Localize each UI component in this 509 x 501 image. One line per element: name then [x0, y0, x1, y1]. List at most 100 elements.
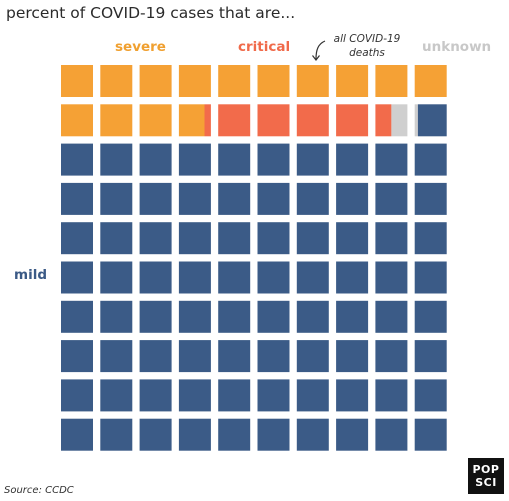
waffle-square-mild [336, 300, 369, 333]
waffle-square-mild [218, 222, 251, 255]
waffle-square-critical [375, 104, 392, 137]
waffle-square-mild [336, 143, 369, 176]
waffle-square-mild [139, 143, 172, 176]
legend-label-severe: severe [115, 39, 166, 55]
waffle-square-mild [296, 261, 329, 294]
waffle-square-mild [139, 222, 172, 255]
waffle-square-mild [61, 379, 93, 412]
waffle-square-mild [61, 143, 93, 176]
waffle-square-mild [178, 261, 211, 294]
waffle-square-severe [100, 65, 133, 97]
waffle-square-mild [100, 340, 133, 373]
waffle-square-mild [218, 261, 251, 294]
waffle-square-severe [139, 65, 172, 97]
waffle-square-unknown [414, 104, 418, 137]
waffle-square-mild [257, 143, 290, 176]
waffle-square-mild [336, 340, 369, 373]
waffle-square-mild [139, 182, 172, 215]
waffle-square-mild [414, 261, 447, 294]
logo-line2: SCI [475, 476, 497, 489]
waffle-square-mild [414, 222, 447, 255]
legend-label-unknown: unknown [422, 39, 492, 55]
waffle-square-mild [61, 182, 93, 215]
waffle-square-mild [257, 182, 290, 215]
waffle-square-mild [139, 300, 172, 333]
waffle-square-mild [336, 222, 369, 255]
waffle-square-mild [100, 143, 133, 176]
waffle-square-mild [61, 418, 93, 451]
waffle-square-mild [139, 261, 172, 294]
waffle-square-severe [61, 65, 93, 97]
deaths-annotation-line2: deaths [349, 47, 385, 59]
waffle-square-mild [61, 222, 93, 255]
waffle-square-severe [61, 104, 93, 137]
waffle-square-mild [257, 379, 290, 412]
waffle-square-mild [296, 182, 329, 215]
waffle-square-mild [178, 300, 211, 333]
waffle-square-mild [257, 418, 290, 451]
waffle-square-mild [257, 300, 290, 333]
waffle-square-mild [375, 340, 408, 373]
waffle-square-mild [178, 143, 211, 176]
waffle-square-mild [375, 182, 408, 215]
waffle-square-mild [61, 261, 93, 294]
waffle-square-severe [336, 65, 369, 97]
waffle-square-mild [100, 182, 133, 215]
waffle-square-severe [139, 104, 172, 137]
waffle-square-severe [100, 104, 133, 137]
waffle-square-mild [414, 418, 447, 451]
waffle-square-critical [296, 104, 329, 137]
waffle-square-mild [100, 261, 133, 294]
waffle-square-critical [336, 104, 369, 137]
waffle-square-mild [178, 182, 211, 215]
waffle-square-unknown [391, 104, 408, 137]
waffle-square-mild [139, 418, 172, 451]
waffle-square-mild [100, 418, 133, 451]
waffle-square-mild [296, 418, 329, 451]
waffle-square-mild [257, 340, 290, 373]
waffle-square-mild [100, 379, 133, 412]
chart-title: percent of COVID-19 cases that are... [6, 4, 296, 22]
waffle-square-severe [178, 65, 211, 97]
waffle-square-mild [375, 300, 408, 333]
deaths-annotation-line1: all COVID-19 [333, 33, 401, 45]
waffle-square-mild [178, 379, 211, 412]
waffle-square-mild [336, 261, 369, 294]
waffle-square-mild [139, 379, 172, 412]
deaths-annotation: all COVID-19 deaths [327, 32, 407, 60]
waffle-square-mild [218, 379, 251, 412]
waffle-square-mild [336, 379, 369, 412]
waffle-square-mild [61, 300, 93, 333]
legend-label-mild: mild [14, 267, 47, 283]
waffle-square-mild [139, 340, 172, 373]
waffle-square-severe [414, 65, 447, 97]
waffle-square-mild [61, 340, 93, 373]
waffle-square-mild [257, 222, 290, 255]
waffle-square-mild [218, 143, 251, 176]
deaths-arrow-icon [312, 40, 326, 61]
waffle-square-critical [257, 104, 290, 137]
waffle-square-mild [336, 182, 369, 215]
waffle-square-mild [414, 300, 447, 333]
waffle-square-mild [414, 143, 447, 176]
waffle-square-mild [218, 300, 251, 333]
waffle-square-mild [218, 418, 251, 451]
logo-line1: POP [472, 463, 500, 476]
waffle-square-mild [296, 222, 329, 255]
waffle-square-mild [296, 340, 329, 373]
waffle-square-mild [417, 104, 447, 137]
waffle-square-mild [218, 182, 251, 215]
waffle-square-mild [100, 300, 133, 333]
popsci-logo: POP SCI [468, 458, 504, 494]
waffle-square-mild [296, 143, 329, 176]
waffle-square-mild [414, 182, 447, 215]
waffle-square-severe [257, 65, 290, 97]
waffle-square-mild [296, 300, 329, 333]
waffle-square-severe [218, 65, 251, 97]
waffle-square-mild [178, 340, 211, 373]
waffle-square-mild [375, 418, 408, 451]
waffle-square-severe [375, 65, 408, 97]
waffle-square-mild [375, 379, 408, 412]
waffle-square-mild [414, 379, 447, 412]
